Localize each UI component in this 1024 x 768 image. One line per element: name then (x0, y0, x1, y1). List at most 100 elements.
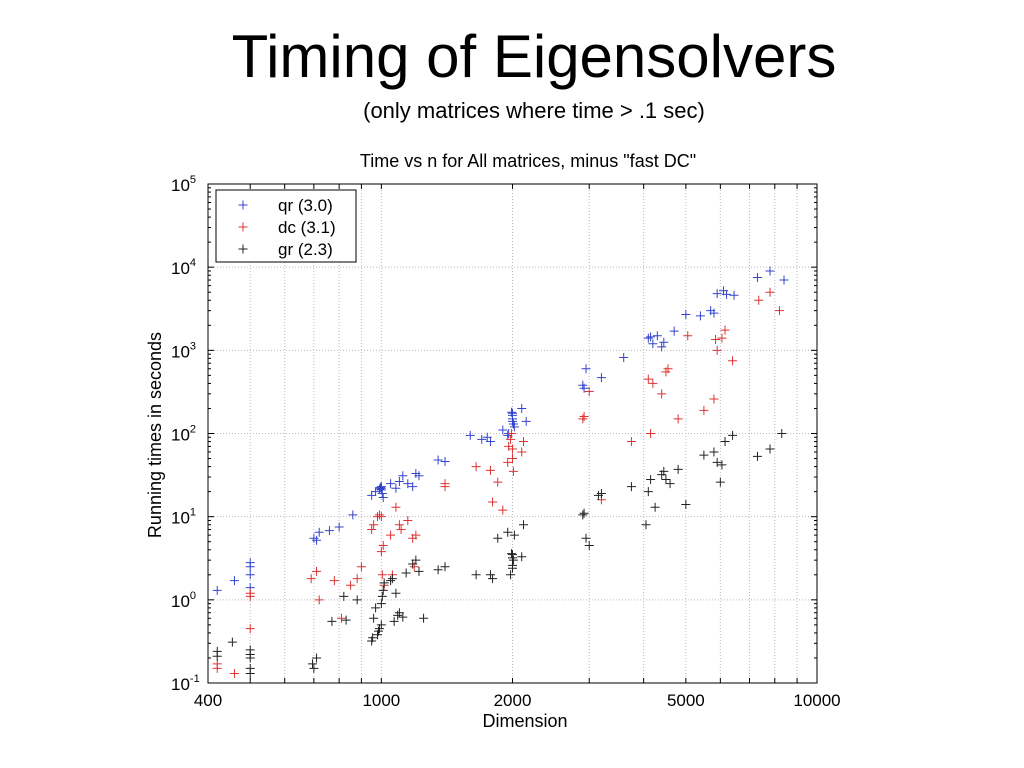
data-point-series-2 (394, 520, 404, 530)
data-point-series-1 (212, 585, 222, 595)
data-point-series-1 (485, 437, 495, 447)
data-point-series-3 (411, 555, 421, 565)
data-point-series-1 (245, 558, 255, 568)
data-point-series-3 (665, 479, 675, 489)
data-point-series-3 (728, 430, 738, 440)
data-point-series-2 (369, 520, 379, 530)
legend: qr (3.0) dc (3.1) gr (2.3) (215, 189, 357, 263)
data-point-series-3 (765, 444, 775, 454)
data-point-series-3 (368, 633, 378, 643)
data-point-series-3 (377, 591, 387, 601)
data-point-series-3 (433, 565, 443, 575)
data-point-series-3 (373, 630, 383, 640)
y-tick-exponent: 1 (190, 507, 196, 519)
data-point-series-2 (391, 502, 401, 512)
chart-title: Time vs n for All matrices, minus "fast … (360, 151, 696, 171)
data-point-series-2 (506, 434, 516, 444)
data-point-series-3 (584, 541, 594, 551)
data-point-series-1 (652, 331, 662, 341)
data-point-series-1 (403, 479, 413, 489)
data-point-series-3 (596, 488, 606, 498)
data-point-series-3 (419, 613, 429, 623)
legend-label: qr (3.0) (278, 196, 333, 215)
data-point-series-3 (371, 603, 381, 613)
data-point-series-1 (521, 416, 531, 426)
legend-label: dc (3.1) (278, 218, 336, 237)
data-point-series-3 (503, 527, 513, 537)
data-point-series-2 (229, 669, 239, 679)
data-point-series-1 (414, 471, 424, 481)
data-point-series-3 (352, 595, 362, 605)
data-point-series-1 (669, 326, 679, 336)
data-point-series-3 (752, 451, 762, 461)
data-point-series-3 (506, 570, 516, 580)
data-point-series-1 (334, 522, 344, 532)
data-point-series-2 (683, 331, 693, 341)
data-point-series-3 (519, 520, 529, 530)
y-tick-base: 10 (171, 426, 190, 445)
data-point-series-1 (367, 490, 377, 500)
data-point-series-2 (498, 505, 508, 515)
data-point-series-3 (709, 447, 719, 457)
y-tick-base: 10 (171, 259, 190, 278)
data-point-series-1 (498, 425, 508, 435)
data-point-series-2 (212, 659, 222, 669)
data-point-series-2 (411, 530, 421, 540)
x-tick-label: 2000 (494, 691, 532, 710)
data-point-series-3 (485, 570, 495, 580)
data-point-series-1 (619, 353, 629, 363)
data-point-series-3 (386, 576, 396, 586)
data-point-series-2 (378, 541, 388, 551)
data-point-series-3 (578, 510, 588, 520)
data-point-series-2 (728, 356, 738, 366)
data-point-series-1 (646, 332, 656, 342)
data-point-series-3 (777, 429, 787, 438)
data-point-series-3 (341, 615, 351, 625)
data-point-series-1 (408, 482, 418, 492)
x-axis-label: Dimension (482, 711, 567, 731)
data-point-series-3 (327, 616, 337, 626)
data-point-series-2 (336, 613, 346, 623)
slide-title: Timing of Eigensolvers (231, 23, 837, 90)
data-point-series-2 (517, 447, 527, 457)
data-point-series-2 (712, 345, 722, 355)
data-point-series-2 (699, 405, 709, 415)
data-point-series-3 (659, 466, 669, 476)
data-point-series-3 (720, 437, 730, 447)
legend-label: gr (2.3) (278, 240, 333, 259)
data-point-series-1 (517, 403, 527, 413)
data-point-series-3 (508, 563, 517, 573)
data-point-series-2 (488, 497, 498, 507)
data-point-series-3 (488, 574, 498, 584)
data-points (212, 266, 789, 679)
legend-box (215, 189, 357, 263)
legend-marker (238, 222, 248, 232)
data-point-series-3 (471, 570, 481, 580)
data-point-series-1 (433, 455, 443, 465)
data-point-series-2 (352, 574, 362, 584)
y-tick-label: 10-1 (171, 673, 200, 694)
data-point-series-3 (378, 585, 388, 595)
data-point-series-1 (712, 289, 722, 299)
data-point-series-1 (709, 308, 719, 318)
data-point-series-1 (465, 430, 475, 440)
data-point-series-2 (711, 334, 721, 344)
data-point-series-1 (729, 290, 739, 300)
data-point-series-2 (507, 429, 517, 438)
y-axis-label: Running times in seconds (145, 332, 165, 538)
data-point-series-3 (579, 508, 589, 518)
y-tick-exponent: 4 (190, 257, 196, 269)
data-point-series-2 (376, 547, 386, 557)
data-point-series-2 (329, 576, 339, 586)
legend-marker (238, 200, 248, 210)
data-point-series-2 (346, 580, 356, 590)
data-point-series-2 (646, 429, 656, 438)
data-point-series-2 (440, 479, 450, 489)
data-point-series-2 (673, 414, 683, 424)
data-point-series-3 (389, 616, 399, 626)
data-point-series-2 (508, 466, 518, 476)
data-point-series-3 (673, 464, 683, 474)
data-point-series-2 (578, 414, 588, 424)
data-point-series-1 (722, 289, 732, 299)
data-point-series-2 (245, 588, 255, 598)
